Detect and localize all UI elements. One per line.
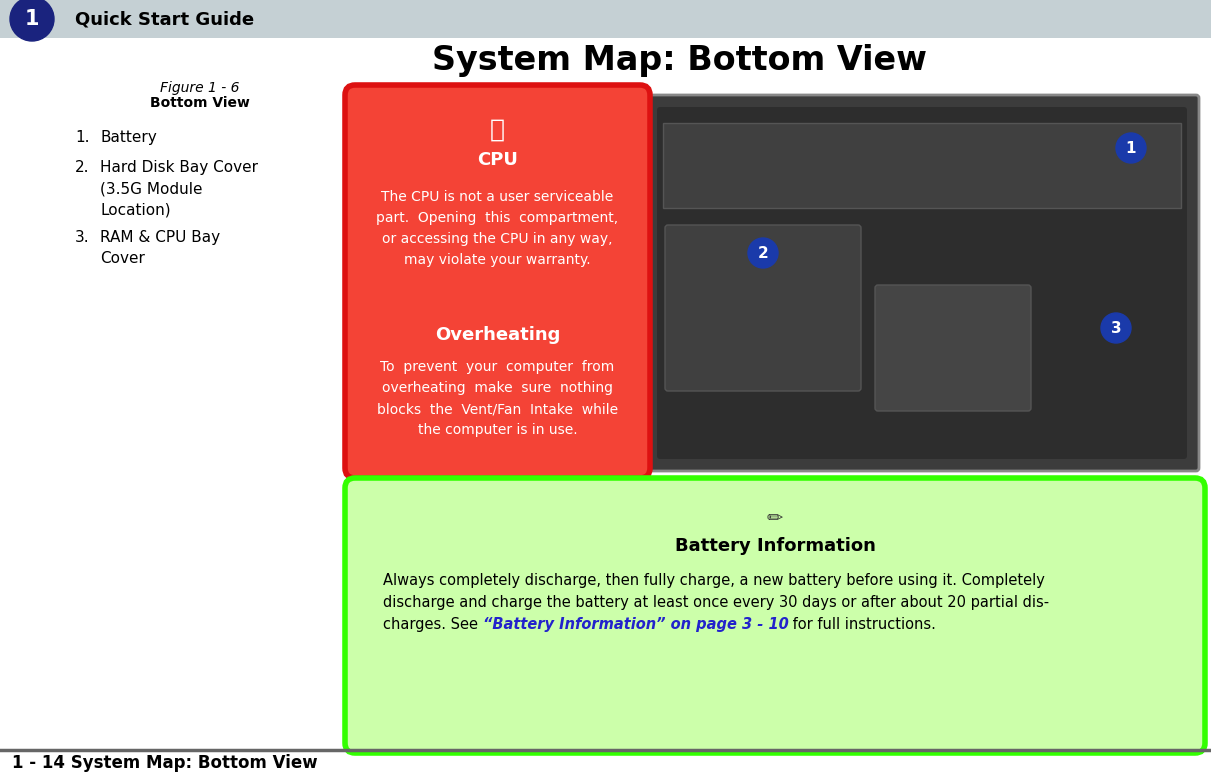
Text: for full instructions.: for full instructions. <box>788 617 936 632</box>
Text: 1.: 1. <box>75 130 90 145</box>
Text: Hard Disk Bay Cover
(3.5G Module
Location): Hard Disk Bay Cover (3.5G Module Locatio… <box>101 160 258 217</box>
Text: Bottom View: Bottom View <box>150 96 249 110</box>
FancyBboxPatch shape <box>876 285 1031 411</box>
FancyBboxPatch shape <box>0 0 1211 38</box>
Circle shape <box>748 238 777 268</box>
Text: RAM & CPU Bay
Cover: RAM & CPU Bay Cover <box>101 230 220 266</box>
FancyBboxPatch shape <box>665 225 861 391</box>
FancyBboxPatch shape <box>345 85 650 478</box>
Text: 🔔: 🔔 <box>490 118 505 142</box>
FancyBboxPatch shape <box>645 95 1199 471</box>
Circle shape <box>10 0 54 41</box>
Text: ✏: ✏ <box>767 509 784 527</box>
Text: 1 - 14 System Map: Bottom View: 1 - 14 System Map: Bottom View <box>12 754 317 772</box>
Text: Battery: Battery <box>101 130 156 145</box>
Circle shape <box>1101 313 1131 343</box>
Text: The CPU is not a user serviceable
part.  Opening  this  compartment,
or accessin: The CPU is not a user serviceable part. … <box>377 190 619 268</box>
Text: Overheating: Overheating <box>435 326 561 344</box>
Text: Battery Information: Battery Information <box>675 537 876 555</box>
Text: 2: 2 <box>758 246 768 261</box>
Circle shape <box>1117 133 1146 163</box>
Text: System Map: Bottom View: System Map: Bottom View <box>432 44 928 76</box>
Text: Always completely discharge, then fully charge, a new battery before using it. C: Always completely discharge, then fully … <box>383 573 1045 588</box>
FancyBboxPatch shape <box>345 478 1205 753</box>
Text: 3: 3 <box>1110 321 1121 335</box>
Text: discharge and charge the battery at least once every 30 days or after about 20 p: discharge and charge the battery at leas… <box>383 595 1049 610</box>
Text: CPU: CPU <box>477 151 518 169</box>
Text: 3.: 3. <box>75 230 90 245</box>
Bar <box>662 123 1181 208</box>
Text: 2.: 2. <box>75 160 90 175</box>
Text: Figure 1 - 6: Figure 1 - 6 <box>160 81 240 95</box>
FancyBboxPatch shape <box>658 107 1187 459</box>
Text: charges. See: charges. See <box>383 617 483 632</box>
Text: “Battery Information” on page 3 - 10: “Battery Information” on page 3 - 10 <box>483 617 788 632</box>
Text: Quick Start Guide: Quick Start Guide <box>75 10 254 28</box>
Text: To  prevent  your  computer  from
overheating  make  sure  nothing
blocks  the  : To prevent your computer from overheatin… <box>377 360 618 437</box>
Text: 1: 1 <box>1126 141 1136 156</box>
Text: 1: 1 <box>24 9 39 29</box>
